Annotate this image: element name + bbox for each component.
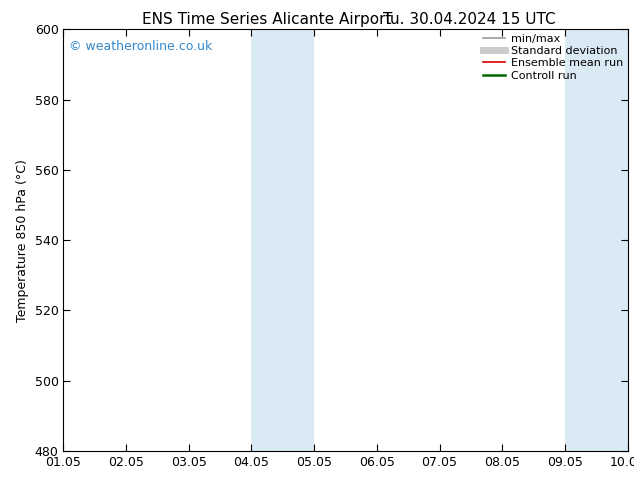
Bar [565, 29, 628, 451]
Y-axis label: Temperature 850 hPa (°C): Temperature 850 hPa (°C) [16, 159, 29, 321]
Text: © weatheronline.co.uk: © weatheronline.co.uk [69, 40, 212, 53]
Text: Tu. 30.04.2024 15 UTC: Tu. 30.04.2024 15 UTC [383, 12, 555, 27]
Legend: min/max, Standard deviation, Ensemble mean run, Controll run: min/max, Standard deviation, Ensemble me… [481, 32, 625, 83]
Text: ENS Time Series Alicante Airport: ENS Time Series Alicante Airport [141, 12, 391, 27]
Bar [252, 29, 314, 451]
